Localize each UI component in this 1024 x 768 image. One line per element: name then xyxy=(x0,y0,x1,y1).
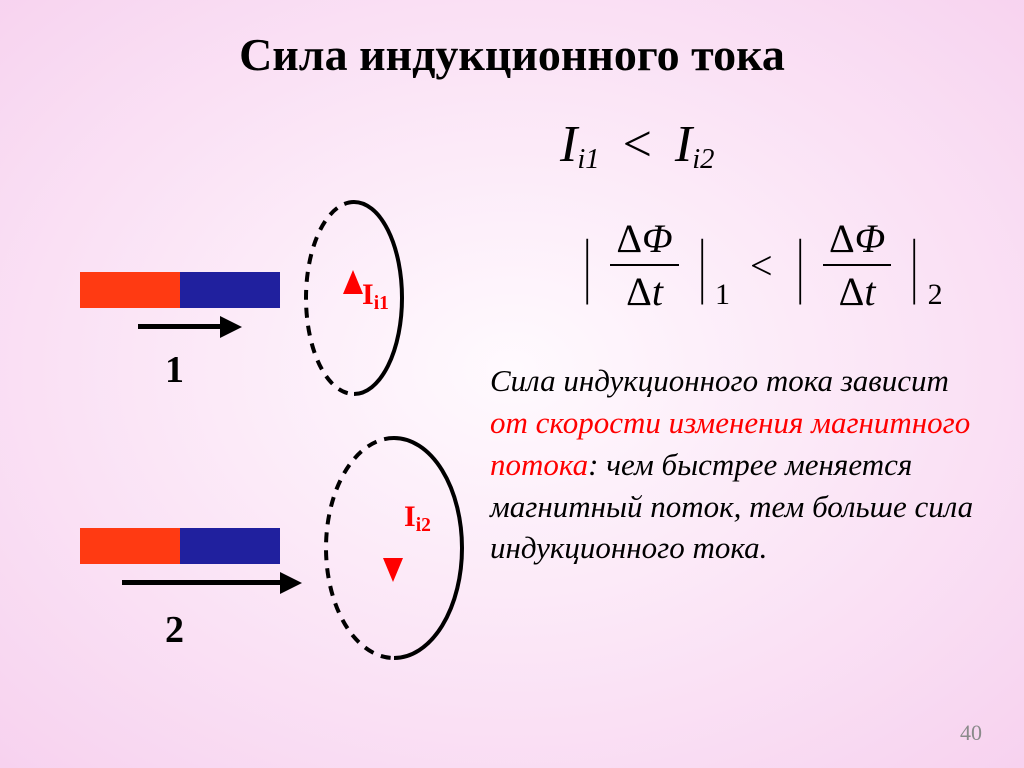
body-prefix: Сила индукционного тока зависит xyxy=(490,363,949,398)
loop-2-label: Ii2 xyxy=(404,500,431,537)
magnet-north xyxy=(80,272,180,308)
ineq1-op: < xyxy=(623,116,652,173)
num2-text: 2 xyxy=(165,609,184,651)
ineq2-op: < xyxy=(750,242,773,289)
loop2-I: I xyxy=(404,500,416,533)
velocity-arrow-1-head xyxy=(220,316,242,338)
ineq1-right-sub: i2 xyxy=(692,144,714,175)
frac-1: ΔΦ Δt xyxy=(610,215,678,315)
loop-2 xyxy=(320,432,468,664)
loop1-sub: i1 xyxy=(374,293,389,314)
title-text: Сила индукционного тока xyxy=(239,29,785,80)
num1-text: 1 xyxy=(165,349,184,391)
loop-1-label: Ii1 xyxy=(362,278,389,315)
ineq1-right: I xyxy=(675,116,692,173)
inequality-currents: Ii1 < Ii2 xyxy=(560,115,714,176)
abs-bar: | xyxy=(698,224,705,307)
velocity-arrow-2-shaft xyxy=(122,580,282,585)
sub-2: 2 xyxy=(928,278,943,312)
velocity-arrow-1-shaft xyxy=(138,324,222,329)
phi-2: Φ xyxy=(855,216,885,261)
ineq1-left-sub: i1 xyxy=(577,144,599,175)
slide-title: Сила индукционного тока xyxy=(0,28,1024,81)
loop2-sub: i2 xyxy=(416,515,431,536)
abs-bar: | xyxy=(584,224,591,307)
page-number: 40 xyxy=(960,720,982,746)
t-1: t xyxy=(652,269,663,314)
magnet-south xyxy=(180,272,280,308)
loop-1 xyxy=(300,196,408,400)
loop-1-current-arrow xyxy=(343,270,363,294)
delta-2b: Δ xyxy=(839,269,865,314)
t-2: t xyxy=(864,269,875,314)
magnet-north xyxy=(80,528,180,564)
frac-2: ΔΦ Δt xyxy=(823,215,891,315)
magnet-2 xyxy=(80,528,280,564)
magnet-south xyxy=(180,528,280,564)
magnet-1 xyxy=(80,272,280,308)
ineq1-left: I xyxy=(560,116,577,173)
velocity-arrow-2-head xyxy=(280,572,302,594)
delta-1b: Δ xyxy=(626,269,652,314)
loop1-I: I xyxy=(362,278,374,311)
pagenum-text: 40 xyxy=(960,720,982,745)
diagram-2-number: 2 xyxy=(165,608,184,652)
loop-2-current-arrow xyxy=(383,558,403,582)
diagram-1-number: 1 xyxy=(165,348,184,392)
abs-bar: | xyxy=(911,224,918,307)
delta-1a: Δ xyxy=(616,216,642,261)
sub-1: 1 xyxy=(715,278,730,312)
body-paragraph: Сила индукционного тока зависит от скоро… xyxy=(490,360,990,569)
phi-1: Φ xyxy=(642,216,672,261)
inequality-flux-rate: | ΔΦ Δt | 1 < | ΔΦ Δt | 2 xyxy=(580,215,943,315)
abs-bar: | xyxy=(796,224,803,307)
delta-2a: Δ xyxy=(829,216,855,261)
